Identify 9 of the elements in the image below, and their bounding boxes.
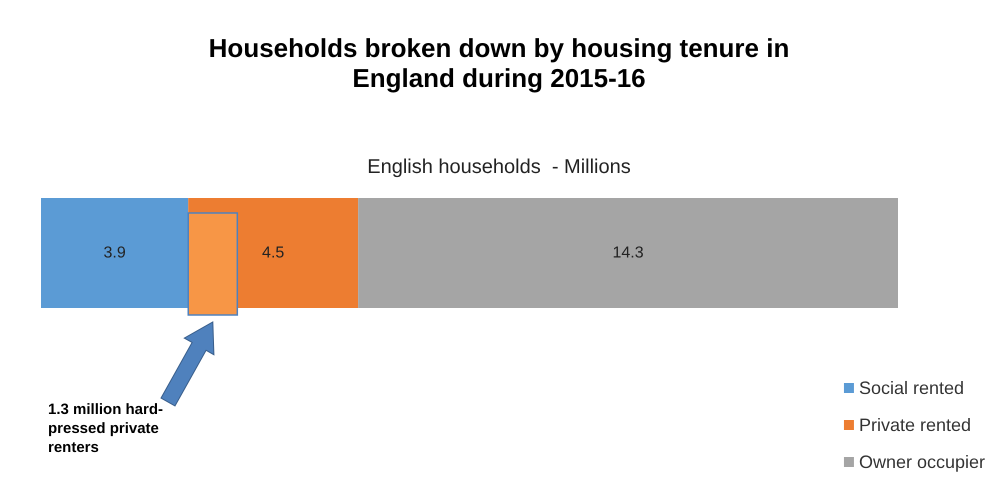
text: 1.3 million hard-pressed private renters: [48, 400, 164, 457]
legend-label: Owner occupier: [858, 452, 986, 472]
data-label: 4.5: [262, 244, 284, 262]
legend-label: Social rented: [858, 378, 964, 398]
chart-title: Households broken down by housing tenure in England during 2015-16: [208, 33, 790, 93]
legend-label: Private rented: [858, 415, 972, 435]
chart-subtitle: English households - Millions: [367, 156, 631, 178]
data-label: 14.3: [612, 244, 644, 262]
data-label: 3.9: [103, 244, 126, 262]
